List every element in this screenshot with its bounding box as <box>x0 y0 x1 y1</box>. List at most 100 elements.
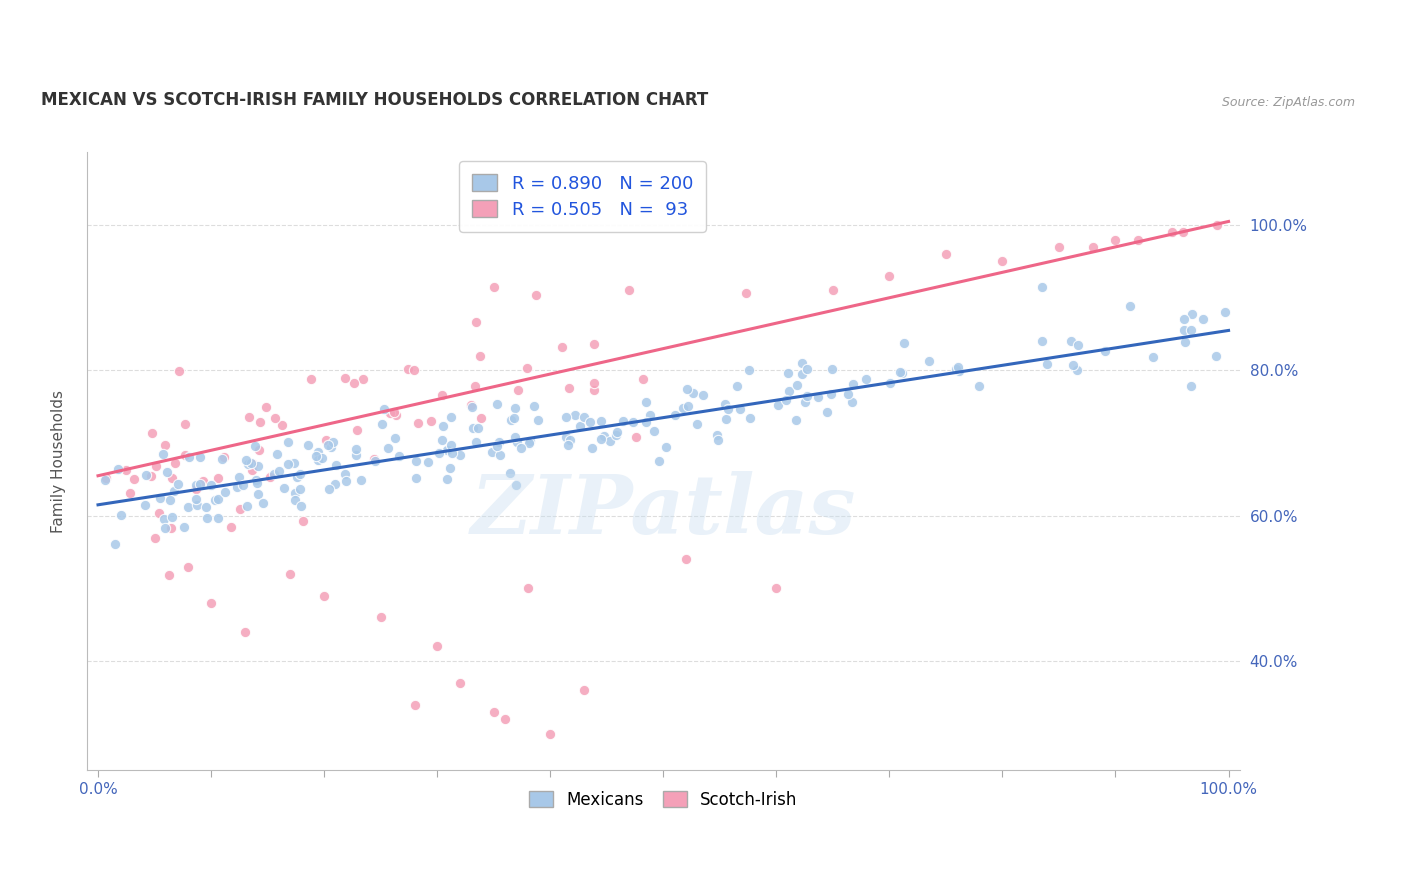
Point <box>152 512 174 526</box>
Point <box>267 464 290 478</box>
Point <box>489 448 512 462</box>
Point <box>464 435 486 450</box>
Point <box>278 566 301 581</box>
Point <box>945 362 967 376</box>
Point <box>104 537 127 551</box>
Point <box>485 397 508 411</box>
Point <box>707 434 730 448</box>
Point <box>333 467 356 482</box>
Point <box>405 471 427 485</box>
Point <box>352 372 374 386</box>
Point <box>891 366 914 380</box>
Point <box>287 470 309 484</box>
Point <box>249 443 271 458</box>
Point <box>160 521 183 535</box>
Point <box>794 395 817 409</box>
Point <box>323 476 346 491</box>
Point <box>675 552 697 566</box>
Point <box>558 434 581 448</box>
Point <box>290 499 312 513</box>
Point <box>212 450 235 464</box>
Point <box>617 284 640 298</box>
Point <box>238 457 260 471</box>
Point <box>807 390 830 404</box>
Point <box>464 379 486 393</box>
Point <box>207 491 229 506</box>
Point <box>467 421 489 435</box>
Point <box>855 372 877 386</box>
Point <box>382 405 405 419</box>
Point <box>503 401 526 415</box>
Point <box>499 467 522 481</box>
Point <box>404 362 426 376</box>
Point <box>165 456 187 470</box>
Point <box>664 408 686 422</box>
Point <box>259 470 281 484</box>
Point <box>219 520 242 534</box>
Point <box>503 410 526 425</box>
Point <box>482 279 505 293</box>
Point <box>686 417 709 431</box>
Point <box>623 415 645 429</box>
Point <box>506 383 529 397</box>
Point <box>606 425 628 440</box>
Point <box>592 429 614 443</box>
Point <box>385 409 408 423</box>
Point <box>482 705 505 719</box>
Point <box>167 364 190 378</box>
Point <box>468 349 491 363</box>
Point <box>188 450 211 464</box>
Point <box>307 453 329 467</box>
Point <box>440 437 463 451</box>
Point <box>252 496 274 510</box>
Point <box>991 254 1014 268</box>
Point <box>235 499 257 513</box>
Point <box>305 449 328 463</box>
Point <box>232 478 254 492</box>
Point <box>346 448 368 462</box>
Point <box>299 372 322 386</box>
Point <box>273 482 295 496</box>
Point <box>464 315 486 329</box>
Point <box>879 376 901 391</box>
Point <box>1035 357 1057 371</box>
Point <box>672 401 695 416</box>
Point <box>517 434 540 449</box>
Point <box>792 356 814 370</box>
Point <box>1126 233 1149 247</box>
Point <box>263 467 285 482</box>
Point <box>377 442 399 456</box>
Point <box>228 501 250 516</box>
Point <box>636 395 658 409</box>
Point <box>346 442 368 456</box>
Point <box>605 428 627 442</box>
Point <box>204 492 226 507</box>
Point <box>786 378 808 392</box>
Point <box>837 387 859 401</box>
Point <box>292 514 315 528</box>
Point <box>439 461 461 475</box>
Point <box>284 493 307 508</box>
Point <box>1031 279 1053 293</box>
Y-axis label: Family Households: Family Households <box>51 390 66 533</box>
Point <box>1081 240 1104 254</box>
Point <box>1173 225 1195 239</box>
Point <box>195 511 218 525</box>
Point <box>240 462 263 476</box>
Point <box>510 441 533 455</box>
Point <box>311 451 333 466</box>
Point <box>626 430 648 444</box>
Point <box>364 454 387 468</box>
Point <box>173 520 195 534</box>
Point <box>918 354 941 368</box>
Point <box>481 445 503 459</box>
Point <box>207 471 229 485</box>
Point <box>599 434 621 448</box>
Point <box>162 470 184 484</box>
Point <box>766 398 789 412</box>
Point <box>589 432 612 446</box>
Point <box>550 340 572 354</box>
Point <box>1060 334 1083 348</box>
Point <box>207 511 229 525</box>
Point <box>346 423 368 437</box>
